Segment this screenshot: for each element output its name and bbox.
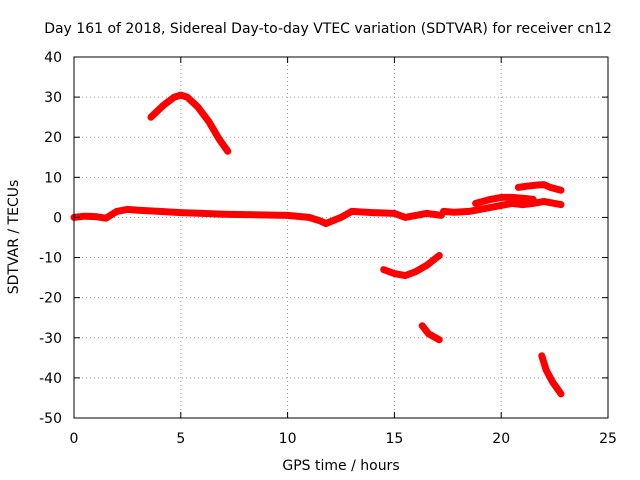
series-lower-right: [538, 352, 565, 398]
series-baseline-b: [322, 207, 445, 227]
series-upper-right-2: [514, 181, 565, 194]
chart-title: Day 161 of 2018, Sidereal Day-to-day VTE…: [44, 21, 612, 37]
series-upper-arc: [147, 91, 232, 155]
x-tick-label: 5: [176, 431, 185, 447]
y-tick-label: -10: [39, 251, 62, 267]
data-series: [70, 91, 565, 398]
y-tick-label: 30: [44, 90, 62, 106]
y-tick-label: 20: [44, 130, 62, 146]
y-tick-label: 10: [44, 170, 62, 186]
grid-lines: [74, 57, 608, 418]
x-tick-label: 15: [385, 431, 403, 447]
x-tick-label: 0: [70, 431, 79, 447]
series-lower-arc: [418, 322, 443, 344]
y-axis-label: SDTVAR / TECUs: [6, 180, 22, 295]
x-axis-label: GPS time / hours: [282, 458, 399, 474]
series-baseline-a: [70, 205, 330, 227]
series-mid-arc: [380, 252, 443, 280]
series-upper-right: [472, 193, 537, 207]
series-baseline-c: [440, 197, 565, 216]
y-tick-label: -50: [39, 411, 62, 427]
y-axis-ticks: -50 -40 -30 -20 -10 0 10 20 30 40: [39, 50, 608, 427]
y-tick-label: 0: [53, 210, 62, 226]
y-tick-label: 40: [44, 50, 62, 66]
y-tick-label: -40: [39, 371, 62, 387]
plot-frame: [73, 56, 609, 419]
x-axis-ticks: 0 5 10 15 20 25: [70, 57, 617, 447]
x-tick-label: 25: [599, 431, 617, 447]
x-tick-label: 10: [279, 431, 297, 447]
x-tick-label: 20: [492, 431, 510, 447]
y-tick-label: -20: [39, 291, 62, 307]
y-tick-label: -30: [39, 331, 62, 347]
